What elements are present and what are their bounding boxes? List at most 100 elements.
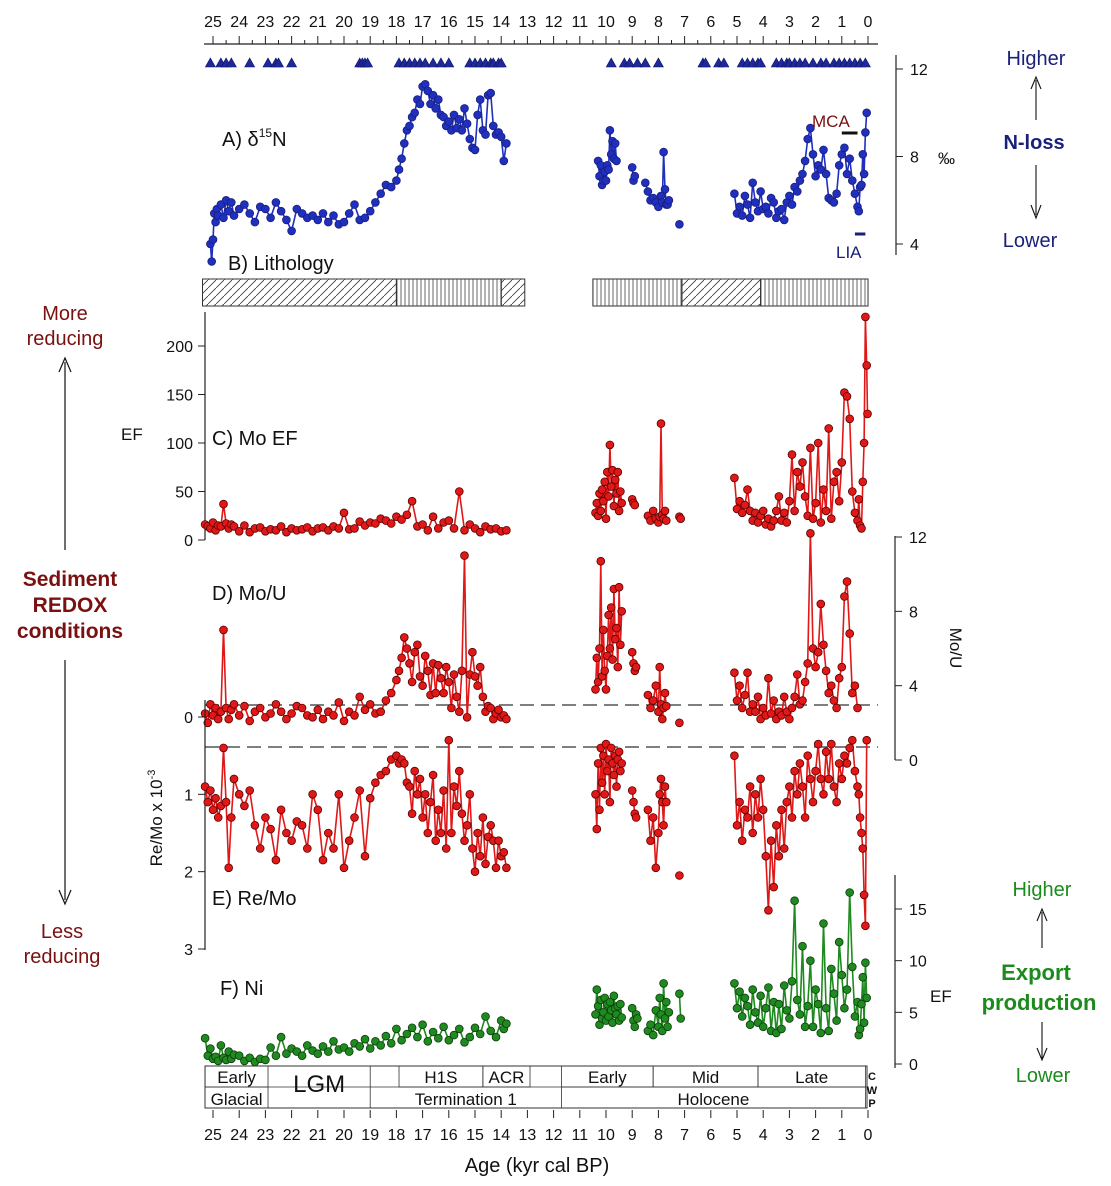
panel-c-point — [787, 450, 797, 459]
panel-e-tick-label-2: 2 — [184, 865, 193, 882]
panel-d-point — [454, 707, 464, 716]
panel-f-tick-label-15: 15 — [909, 902, 927, 919]
panel-e-point — [661, 797, 671, 807]
lithology-segment-4 — [681, 278, 762, 307]
dated-level-triangle — [799, 57, 811, 68]
panel-a-point — [444, 117, 454, 126]
panel-f-point — [845, 888, 854, 897]
panel-c-point — [774, 492, 784, 501]
panel-a-point — [743, 200, 752, 209]
cwp-c: C — [868, 1071, 876, 1083]
panel-e-point — [255, 844, 265, 853]
panel-e-point — [792, 789, 802, 799]
panel-d-point — [811, 662, 820, 672]
panel-f-point — [386, 1039, 396, 1048]
panel-e-point — [439, 786, 448, 795]
panel-c-point — [276, 522, 286, 531]
panel-a-point — [271, 198, 281, 207]
panel-a-point — [730, 189, 739, 199]
panel-d-tick-label-12: 12 — [909, 530, 927, 547]
chrono-row1-label-4: Mid — [692, 1068, 719, 1087]
panel-e-point — [428, 770, 438, 780]
panel-f-point — [862, 993, 871, 1003]
dated-level-triangle — [755, 57, 767, 68]
panel-e-point — [234, 789, 244, 799]
panel-f-tick-label-0: 0 — [909, 1057, 918, 1074]
panel-c-series — [200, 312, 872, 537]
bottom-tick-label-24: 24 — [230, 1127, 248, 1144]
less-reducing-line1: Less — [41, 921, 83, 943]
nloss-up-head — [1030, 75, 1042, 90]
bottom-tick-label-15: 15 — [466, 1127, 484, 1144]
panel-c-point — [433, 524, 443, 533]
panel-f-point — [761, 1003, 771, 1013]
panel-e-point — [371, 778, 380, 787]
panel-f-point — [774, 999, 784, 1009]
panel-d-point — [415, 672, 425, 681]
panel-a-point — [462, 119, 472, 128]
top-tick-label-19: 19 — [361, 14, 379, 31]
panel-d-point — [457, 666, 467, 676]
panel-f-point — [627, 1003, 637, 1013]
panel-e-point — [460, 836, 469, 845]
panel-c-point — [737, 508, 747, 518]
bottom-tick-label-6: 6 — [706, 1127, 715, 1144]
panel-d-point — [829, 696, 839, 705]
panel-a-point — [454, 115, 464, 124]
panel-f-point — [664, 1007, 674, 1017]
dated-level-triangle — [204, 57, 216, 68]
panel-d-point — [486, 703, 496, 713]
panel-f-point — [857, 999, 866, 1009]
panel-e-point — [240, 801, 249, 811]
dated-level-markers — [204, 57, 871, 68]
panel-d-series — [200, 528, 862, 728]
panel-f-point — [824, 1026, 833, 1036]
panel-f-point — [605, 997, 615, 1007]
top-tick-label-6: 6 — [706, 14, 715, 31]
panel-e-point — [824, 774, 833, 784]
panel-e-point — [654, 828, 663, 838]
panel-a-point — [339, 217, 349, 227]
panel-d-point — [473, 681, 482, 690]
panel-e-point — [785, 782, 794, 791]
panel-e-point — [859, 890, 869, 900]
panel-a-point — [371, 198, 380, 207]
panel-f-point — [837, 970, 847, 980]
up-arrow-head — [58, 356, 72, 373]
panel-e-point — [861, 921, 870, 931]
panel-f-point — [785, 1014, 794, 1023]
panel-f-point — [266, 1043, 275, 1052]
panel-e-point — [211, 793, 220, 803]
panel-a-point — [457, 126, 467, 135]
panel-f-point — [418, 1020, 427, 1029]
top-tick-label-21: 21 — [309, 14, 327, 31]
lithology-bar — [202, 278, 869, 307]
panel-b: B) Lithology — [202, 253, 869, 307]
panel-a-point — [764, 209, 773, 218]
panel-d-point — [407, 677, 417, 687]
cwp-w: W — [867, 1085, 878, 1097]
panel-e-point — [318, 855, 328, 865]
nloss-higher: Higher — [1007, 48, 1066, 70]
panel-c-point — [614, 506, 624, 516]
panel-f-point — [407, 1023, 417, 1033]
panel-e-point — [756, 774, 765, 784]
panel-d-axis-title: Mo/U — [946, 628, 965, 669]
panel-e-point — [208, 805, 218, 815]
panel-c-point — [397, 515, 406, 524]
panel-a-point — [604, 165, 613, 174]
chrono-row1-cell-2 — [482, 1065, 531, 1088]
top-tick-label-2: 2 — [811, 14, 820, 31]
panel-d-point — [599, 625, 608, 635]
panel-f-point — [806, 956, 815, 965]
panel-a-point — [819, 145, 828, 155]
panel-e-point — [656, 774, 666, 784]
panel-d-point — [596, 556, 606, 566]
panel-a-point — [313, 215, 323, 225]
chrono-row2-label-3: Holocene — [678, 1090, 750, 1109]
panel-a-point — [769, 198, 778, 207]
panel-a-point — [499, 156, 509, 166]
panel-f-point — [591, 1010, 600, 1019]
panel-e-point — [629, 797, 638, 807]
